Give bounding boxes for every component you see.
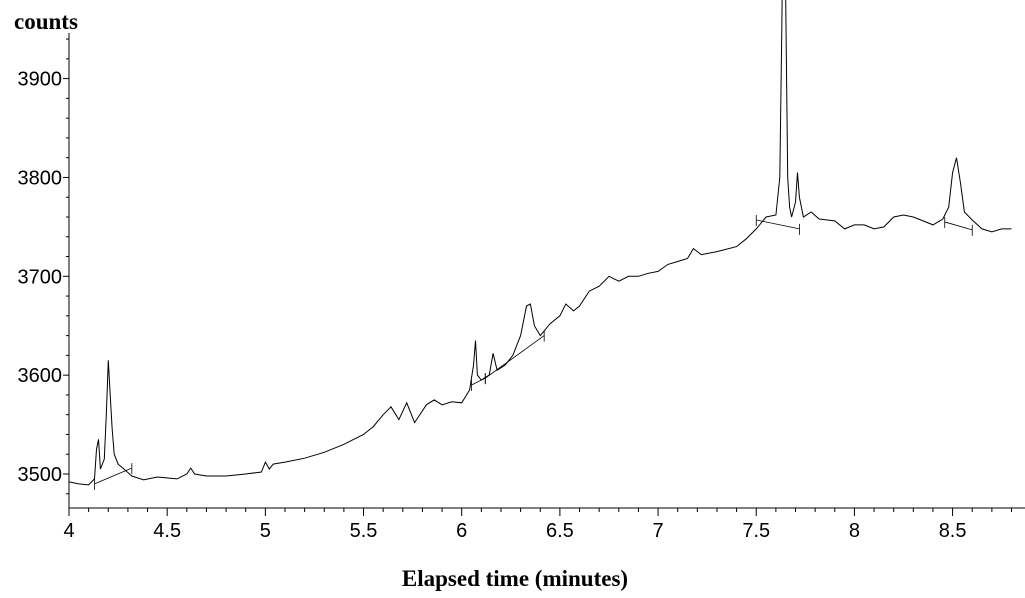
signal-trace [68, 0, 1012, 486]
y-tick-label: 3700 [18, 266, 63, 288]
y-tick-label: 3900 [18, 69, 63, 91]
y-tick-label: 3800 [18, 167, 63, 189]
y-tick-label: 3600 [18, 365, 63, 387]
integration-baseline [471, 377, 486, 386]
plot-area [68, 0, 1012, 490]
x-tick-label: 7.5 [742, 520, 770, 542]
x-tick-label: 5.5 [350, 520, 378, 542]
x-tick-label: 4.5 [153, 520, 181, 542]
integration-baseline [485, 335, 545, 379]
x-tick-label: 6.5 [546, 520, 574, 542]
integration-baseline [94, 467, 132, 485]
x-tick-label: 4 [63, 520, 74, 542]
x-tick-label: 8.5 [939, 520, 967, 542]
integration-baseline [944, 221, 973, 231]
x-tick-label: 8 [849, 520, 860, 542]
y-tick-label: 3500 [18, 464, 63, 486]
x-axis-title: Elapsed time (minutes) [402, 566, 628, 591]
y-axis-title: counts [14, 9, 78, 34]
axes: 350036003700380039004000410044.555.566.5… [18, 33, 1025, 542]
x-tick-label: 6 [456, 520, 467, 542]
integration-baseline [756, 219, 800, 230]
x-tick-label: 5 [260, 520, 271, 542]
x-tick-label: 7 [653, 520, 664, 542]
